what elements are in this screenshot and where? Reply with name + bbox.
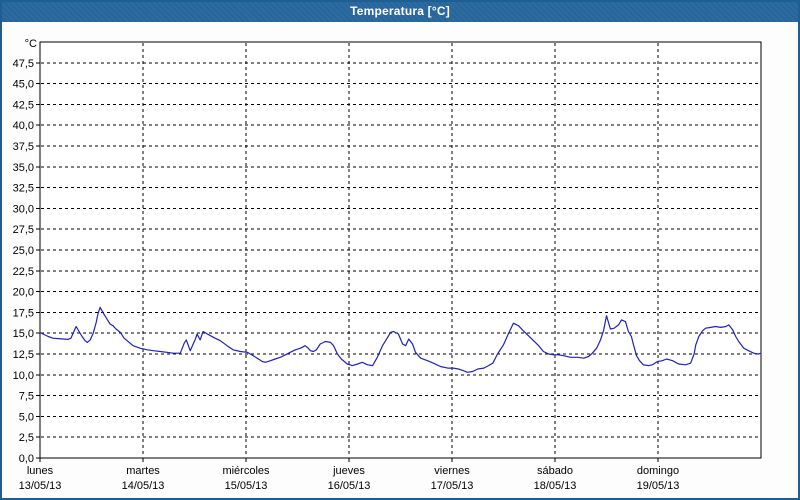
y-axis-tick-label: 40,0 (13, 120, 34, 132)
y-axis-tick-label: 2,5 (19, 432, 34, 444)
x-axis-day-label: martes (126, 465, 160, 477)
y-axis-tick-label: 45,0 (13, 79, 34, 91)
x-axis-date-label: 15/05/13 (225, 480, 268, 492)
plot-area (39, 41, 762, 459)
x-axis-date-label: 14/05/13 (122, 480, 165, 492)
y-axis-tick-label: 7,5 (19, 391, 34, 403)
x-axis-day-label: domingo (637, 465, 679, 477)
y-axis-tick-label: 17,5 (13, 307, 34, 319)
x-axis-day-label: jueves (332, 465, 365, 477)
y-axis-tick-label: 25,0 (13, 245, 34, 257)
y-axis-tick-label: 42,5 (13, 99, 34, 111)
y-axis-tick-label: 10,0 (13, 370, 34, 382)
x-axis: lunes 13/05/13 martes 14/05/13 miércoles 15/0… (19, 43, 680, 492)
y-axis-tick-label: 32,5 (13, 183, 34, 195)
y-axis-tick-label: 12,5 (13, 349, 34, 361)
titlebar: Temperatura [°C] (2, 2, 798, 22)
x-axis-day-label: sábado (537, 465, 573, 477)
y-axis-tick-label: 0,0 (19, 453, 34, 465)
y-axis-unit-label: °C (25, 38, 37, 50)
y-axis: 0,0 2,5 5,0 7,5 10,0 12,5 15,0 17,5 20,0 22,5 25,0… (13, 38, 760, 465)
x-axis-date-label: 19/05/13 (637, 480, 680, 492)
y-axis-tick-label: 27,5 (13, 224, 34, 236)
y-axis-tick-label: 35,0 (13, 162, 34, 174)
y-axis-tick-label: 5,0 (19, 411, 34, 423)
y-axis-tick-label: 37,5 (13, 141, 34, 153)
x-axis-day-label: viernes (434, 465, 470, 477)
y-axis-tick-label: 22,5 (13, 266, 34, 278)
x-axis-date-label: 18/05/13 (534, 480, 577, 492)
x-axis-day-label: lunes (27, 465, 54, 477)
x-axis-date-label: 16/05/13 (328, 480, 371, 492)
y-axis-tick-label: 30,0 (13, 203, 34, 215)
x-axis-date-label: 17/05/13 (431, 480, 474, 492)
x-axis-date-label: 13/05/13 (19, 480, 62, 492)
x-axis-day-label: miércoles (222, 465, 270, 477)
y-axis-tick-label: 20,0 (13, 287, 34, 299)
temperature-line (39, 306, 762, 373)
y-axis-tick-label: 15,0 (13, 328, 34, 340)
window-title: Temperatura [°C] (350, 4, 450, 18)
y-axis-tick-label: 47,5 (13, 58, 34, 70)
